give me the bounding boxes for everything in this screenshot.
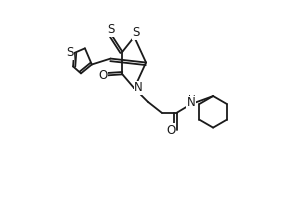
Text: S: S (107, 23, 114, 36)
Text: N: N (134, 81, 143, 94)
Text: O: O (98, 69, 107, 82)
Text: O: O (167, 124, 176, 137)
Text: S: S (133, 26, 140, 39)
Text: H: H (188, 95, 196, 105)
Text: S: S (66, 46, 74, 59)
Text: N: N (187, 96, 195, 109)
